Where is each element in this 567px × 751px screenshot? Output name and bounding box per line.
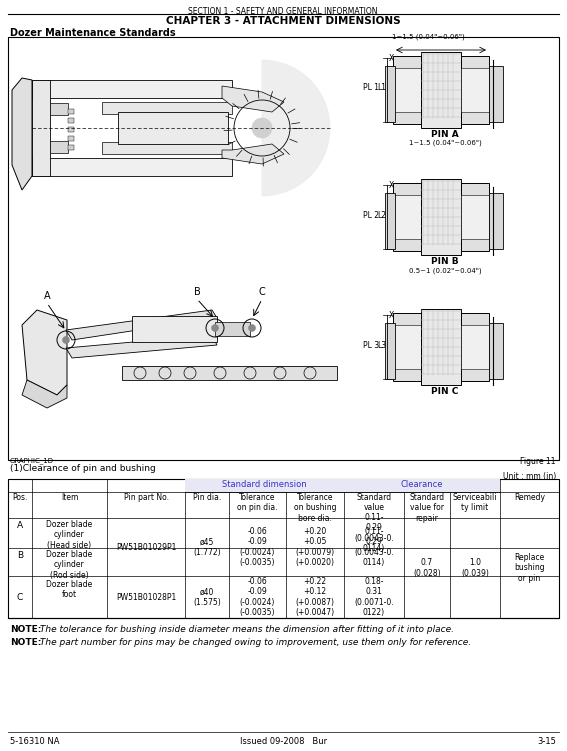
Circle shape <box>248 324 256 331</box>
Bar <box>344 479 500 492</box>
Text: Figure 11: Figure 11 <box>521 457 556 466</box>
Bar <box>68 127 74 132</box>
Bar <box>122 366 337 380</box>
Bar <box>8 479 559 618</box>
Text: Serviceabili
ty limit: Serviceabili ty limit <box>453 493 497 512</box>
Bar <box>385 323 395 379</box>
Polygon shape <box>12 78 32 190</box>
Text: L1: L1 <box>378 83 387 92</box>
Bar <box>50 103 68 115</box>
Text: 1~1.5 (0.04"~0.06"): 1~1.5 (0.04"~0.06") <box>392 34 465 40</box>
Bar <box>393 183 421 251</box>
Text: PIN B: PIN B <box>431 257 459 266</box>
Text: PW51B01029P1: PW51B01029P1 <box>116 542 176 551</box>
Text: 0.5~1 (0.02"~0.04"): 0.5~1 (0.02"~0.04") <box>409 267 481 273</box>
Polygon shape <box>66 310 217 340</box>
Bar <box>32 158 232 176</box>
Bar <box>385 66 395 122</box>
Text: C: C <box>259 287 265 297</box>
Text: SECTION 1 - SAFETY AND GENERAL INFORMATION: SECTION 1 - SAFETY AND GENERAL INFORMATI… <box>188 7 378 16</box>
Text: The part number for pins may be changed owing to improvement, use them only for : The part number for pins may be changed … <box>37 638 471 647</box>
Text: Dozer Maintenance Standards: Dozer Maintenance Standards <box>10 28 176 38</box>
Text: X: X <box>388 311 393 320</box>
Circle shape <box>62 336 70 343</box>
Text: PL 3: PL 3 <box>363 340 379 349</box>
Text: +0.22
+0.12
(+0.0087)
(+0.0047): +0.22 +0.12 (+0.0087) (+0.0047) <box>295 577 335 617</box>
Text: Standard
value for
repair: Standard value for repair <box>409 493 445 523</box>
Bar <box>32 80 232 98</box>
Bar <box>393 195 421 239</box>
Bar <box>461 183 489 251</box>
Polygon shape <box>222 144 284 164</box>
Bar <box>50 141 68 153</box>
Text: 5-16310 NA: 5-16310 NA <box>10 737 60 746</box>
Text: 1.0
(0.039): 1.0 (0.039) <box>461 558 489 578</box>
Bar <box>421 179 461 255</box>
Text: L3: L3 <box>378 340 387 349</box>
Text: 0.7
(0.028): 0.7 (0.028) <box>413 558 441 578</box>
Bar <box>393 68 421 112</box>
Text: B: B <box>17 551 23 560</box>
Text: NOTE:: NOTE: <box>10 638 41 647</box>
Bar <box>461 325 489 369</box>
Bar <box>393 56 421 124</box>
Polygon shape <box>22 310 67 395</box>
Bar <box>102 102 232 114</box>
Bar <box>118 112 228 144</box>
Text: Unit : mm (in): Unit : mm (in) <box>503 472 556 481</box>
Text: A: A <box>17 521 23 530</box>
Text: ø40
(1.575): ø40 (1.575) <box>193 587 221 607</box>
Text: Dozer blade
cylinder
(Rod side): Dozer blade cylinder (Rod side) <box>46 550 92 580</box>
Text: The tolerance for bushing inside diameter means the dimension after fitting of i: The tolerance for bushing inside diamete… <box>37 625 454 634</box>
Bar <box>8 37 559 460</box>
Text: PL 1: PL 1 <box>363 83 379 92</box>
Text: NOTE:: NOTE: <box>10 625 41 634</box>
Text: (1)Clearance of pin and bushing: (1)Clearance of pin and bushing <box>10 464 156 473</box>
Text: Pin part No.: Pin part No. <box>124 493 168 502</box>
Text: Remedy: Remedy <box>514 493 545 502</box>
Bar <box>393 313 421 381</box>
Text: X: X <box>388 181 393 190</box>
Text: Pos.: Pos. <box>12 493 28 502</box>
Text: 0.18-
0.31
(0.0071-0.
0122): 0.18- 0.31 (0.0071-0. 0122) <box>354 577 394 617</box>
Bar <box>461 313 489 381</box>
Bar <box>385 193 395 249</box>
Bar <box>421 309 461 385</box>
Polygon shape <box>22 380 67 408</box>
Text: Replace
bushing
or pin: Replace bushing or pin <box>514 553 545 583</box>
Text: 3-15: 3-15 <box>537 737 556 746</box>
Bar <box>461 195 489 239</box>
Bar <box>421 52 461 128</box>
Text: C: C <box>17 593 23 602</box>
Text: Pin dia.: Pin dia. <box>193 493 221 502</box>
Text: X: X <box>388 54 393 63</box>
Text: -0.06
-0.09
(-0.0024)
(-0.0035): -0.06 -0.09 (-0.0024) (-0.0035) <box>240 577 275 617</box>
Text: CHAPTER 3 - ATTACHMENT DIMENSIONS: CHAPTER 3 - ATTACHMENT DIMENSIONS <box>166 16 400 26</box>
Text: A: A <box>44 291 50 301</box>
Bar <box>68 145 74 150</box>
Text: Standard dimension: Standard dimension <box>222 480 307 489</box>
Bar <box>489 193 503 249</box>
Text: Item: Item <box>61 493 78 502</box>
Text: B: B <box>193 287 200 297</box>
Bar <box>461 68 489 112</box>
Text: 1~1.5 (0.04"~0.06"): 1~1.5 (0.04"~0.06") <box>409 140 481 146</box>
Text: Standard
value: Standard value <box>357 493 392 512</box>
Text: Clearance: Clearance <box>401 480 443 489</box>
Text: Dozer blade
cylinder
(Head side): Dozer blade cylinder (Head side) <box>46 520 92 550</box>
Circle shape <box>252 118 272 138</box>
Bar <box>132 316 217 342</box>
Text: -0.06
-0.09
(-0.0024)
(-0.0035): -0.06 -0.09 (-0.0024) (-0.0035) <box>240 527 275 567</box>
Bar <box>68 109 74 114</box>
Bar <box>489 323 503 379</box>
Text: Issued 09-2008   Bur: Issued 09-2008 Bur <box>240 737 327 746</box>
Text: 0.11-
0.29
(0.0043-0.
0114): 0.11- 0.29 (0.0043-0. 0114) <box>354 527 394 567</box>
Circle shape <box>211 324 218 331</box>
Bar <box>489 66 503 122</box>
Text: L2: L2 <box>378 210 387 219</box>
Bar <box>102 142 232 154</box>
Text: Dozer blade
foot: Dozer blade foot <box>46 580 92 599</box>
Wedge shape <box>262 60 330 196</box>
Text: PW51B01028P1: PW51B01028P1 <box>116 593 176 602</box>
Polygon shape <box>222 86 284 112</box>
